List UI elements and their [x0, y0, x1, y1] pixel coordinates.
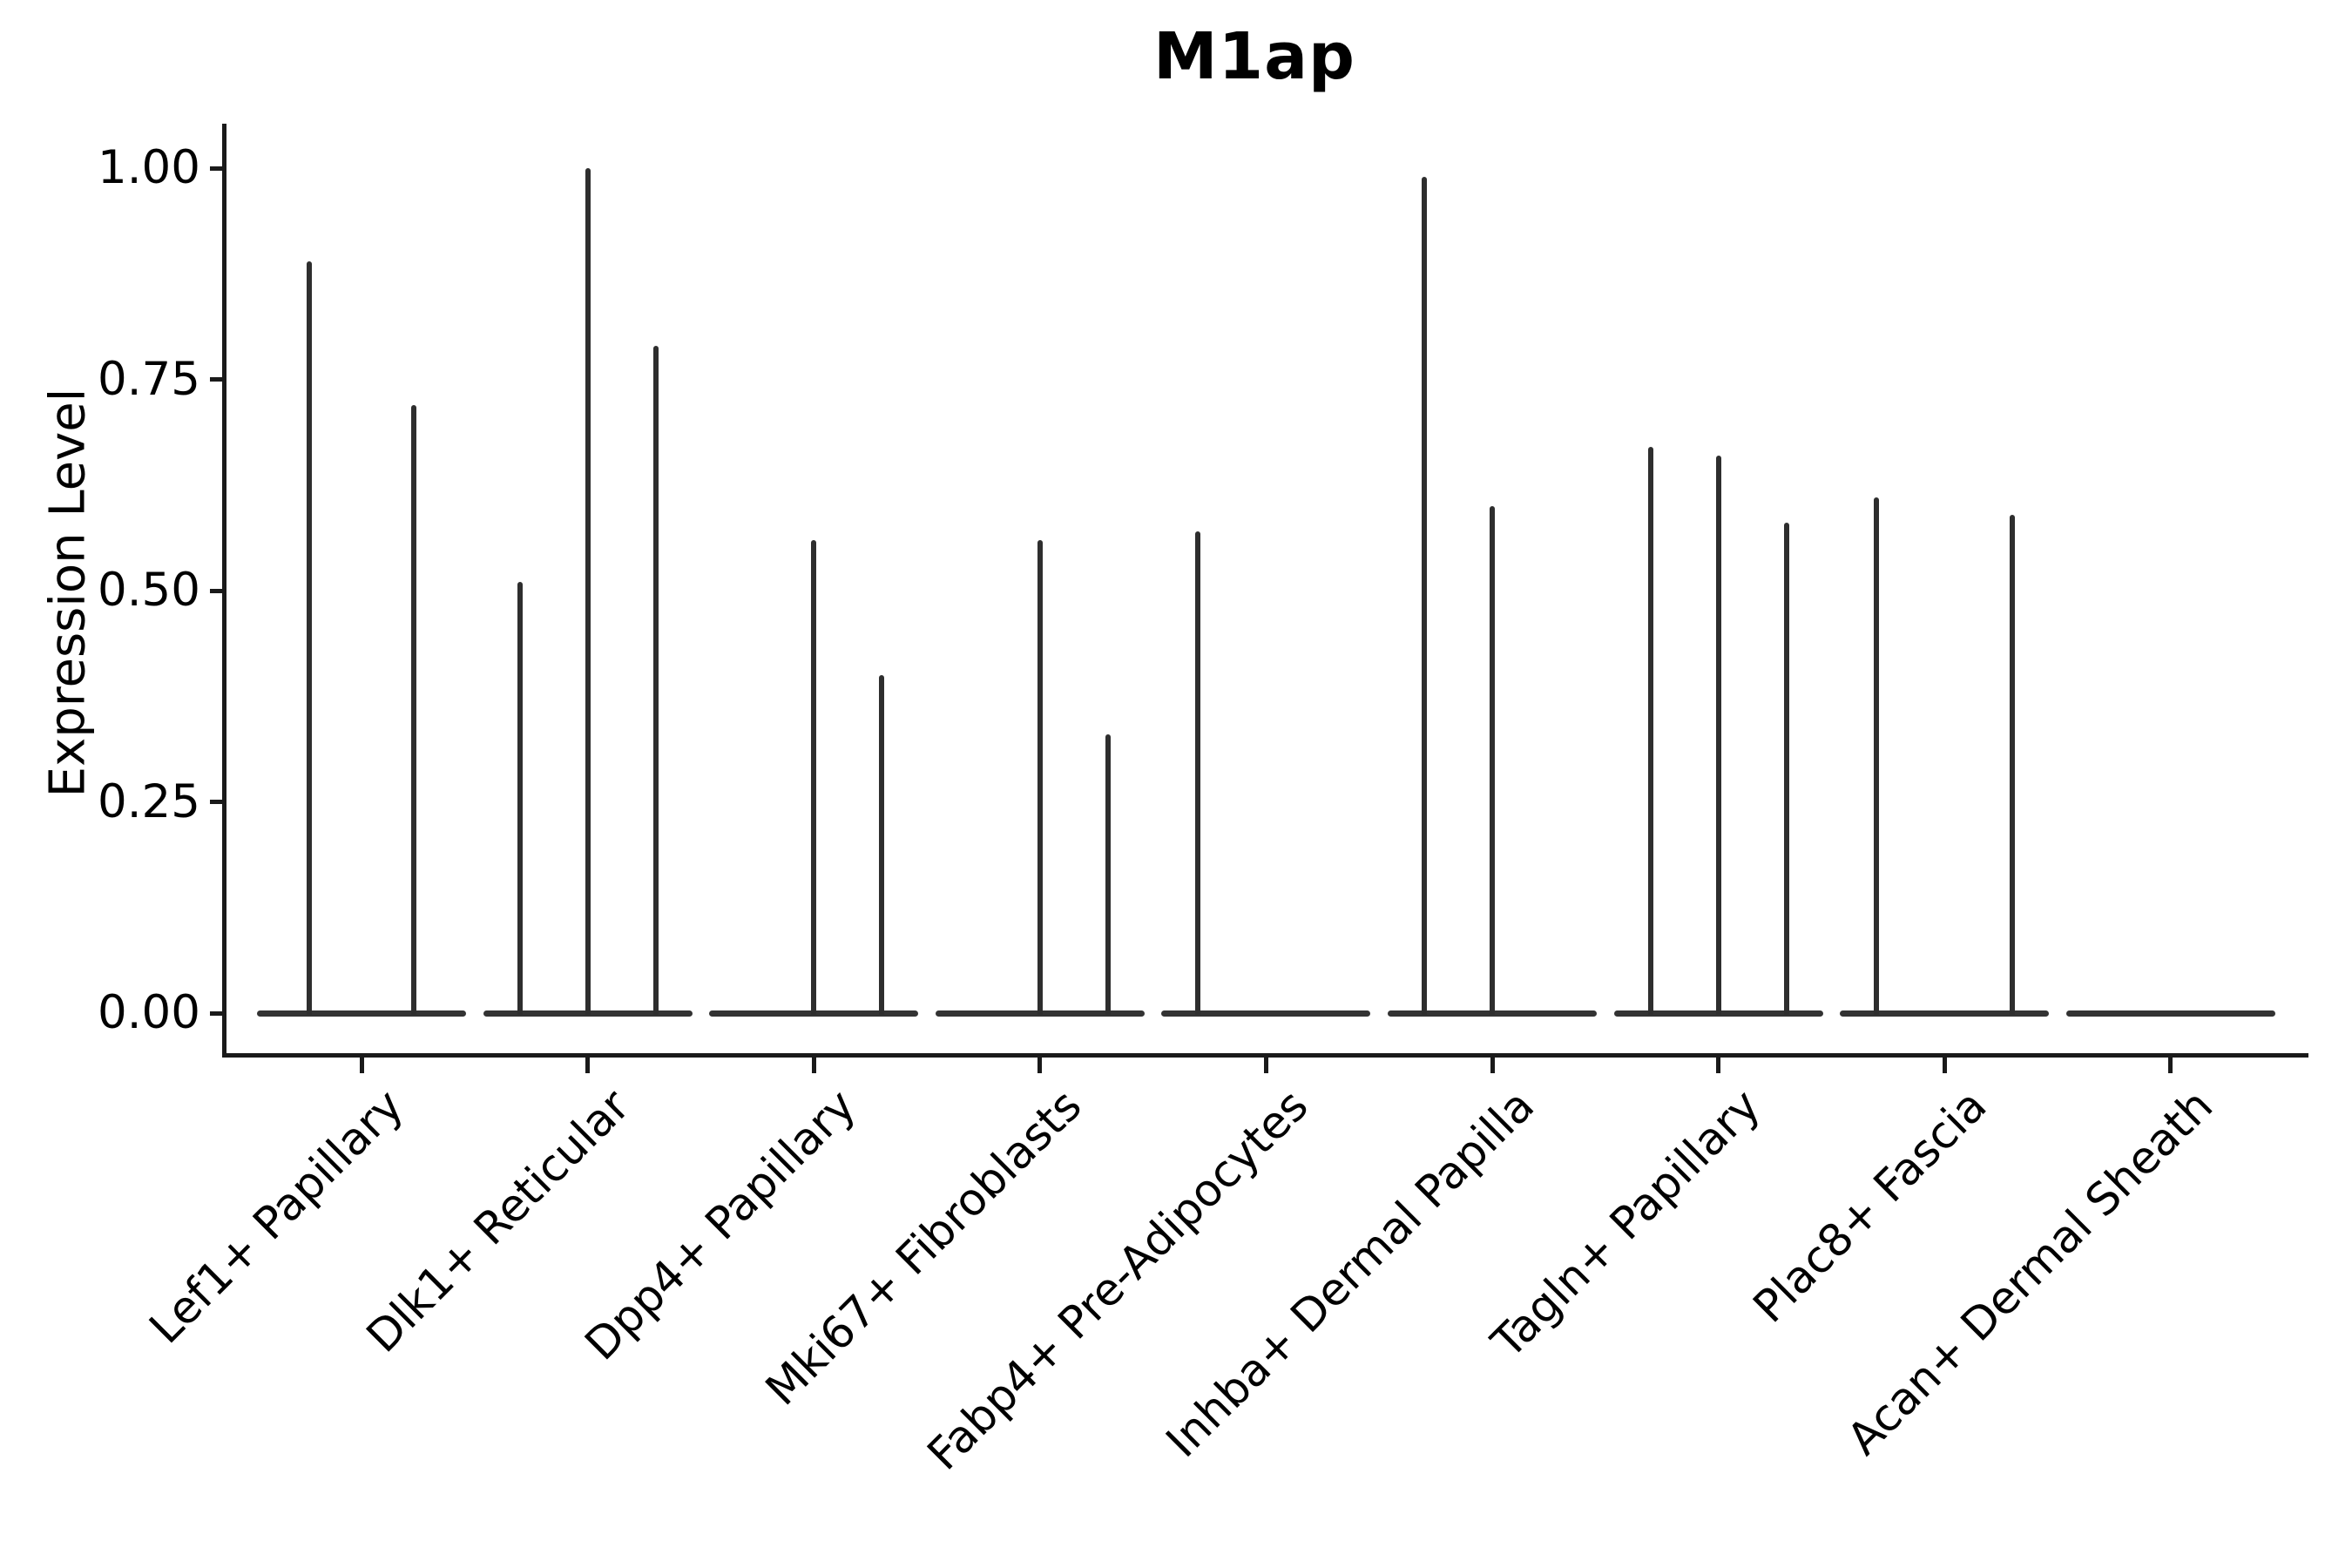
violin-baseline: [2065, 1010, 2275, 1017]
violin-spike: [307, 260, 312, 1015]
violin-spike: [1422, 176, 1427, 1015]
violin-spike: [652, 345, 659, 1015]
y-tick-label: 1.00: [97, 141, 200, 194]
violin-spike: [1195, 531, 1201, 1015]
y-tick-mark: [210, 1010, 225, 1016]
violin-spike: [1783, 523, 1789, 1015]
violin-spike: [1490, 506, 1495, 1015]
violin-spike: [411, 404, 416, 1015]
y-tick-label: 0.25: [97, 774, 200, 828]
y-tick-mark: [210, 166, 225, 171]
x-tick-mark: [2168, 1057, 2173, 1073]
violin-baseline: [1840, 1010, 2050, 1017]
violin-spike: [2010, 514, 2016, 1015]
violin-spike: [879, 675, 885, 1015]
x-tick-label: Plac8+ Fascia: [1743, 1080, 1997, 1334]
violin-baseline: [257, 1010, 466, 1017]
x-tick-mark: [1942, 1057, 1947, 1073]
x-tick-mark: [811, 1057, 816, 1073]
y-tick-mark: [210, 588, 225, 593]
x-axis-spine: [222, 1053, 2308, 1058]
x-tick-mark: [1037, 1057, 1043, 1073]
x-tick-label: Fabp4+ Pre-Adipocytes: [917, 1080, 1319, 1481]
violin-spike: [1874, 497, 1880, 1015]
violin-spike: [1037, 539, 1043, 1015]
y-tick-label: 0.75: [97, 352, 200, 406]
violin-spike: [1647, 447, 1653, 1015]
x-tick-mark: [1490, 1057, 1495, 1073]
y-tick-mark: [210, 377, 225, 382]
violin-baseline: [1161, 1010, 1371, 1017]
violin-spike: [1105, 733, 1111, 1015]
chart-title: M1ap: [1152, 19, 1356, 94]
y-tick-label: 0.00: [97, 986, 200, 1039]
violin-spike: [811, 539, 817, 1015]
violin-spike: [585, 168, 591, 1015]
x-tick-mark: [1263, 1057, 1268, 1073]
x-tick-label: Acan+ Dermal Sheath: [1837, 1080, 2223, 1466]
violin-spike: [517, 582, 523, 1015]
x-tick-label: Inhba+ Dermal Papilla: [1156, 1080, 1544, 1468]
y-tick-label: 0.50: [97, 564, 200, 617]
x-tick-mark: [359, 1057, 364, 1073]
x-tick-mark: [1716, 1057, 1721, 1073]
violin-spike: [1715, 455, 1721, 1015]
y-tick-mark: [210, 800, 225, 804]
x-tick-mark: [585, 1057, 591, 1073]
